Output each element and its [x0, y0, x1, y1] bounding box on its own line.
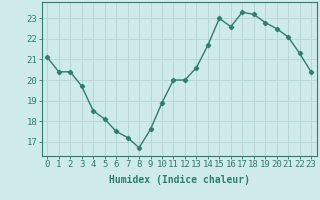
X-axis label: Humidex (Indice chaleur): Humidex (Indice chaleur)	[109, 175, 250, 185]
